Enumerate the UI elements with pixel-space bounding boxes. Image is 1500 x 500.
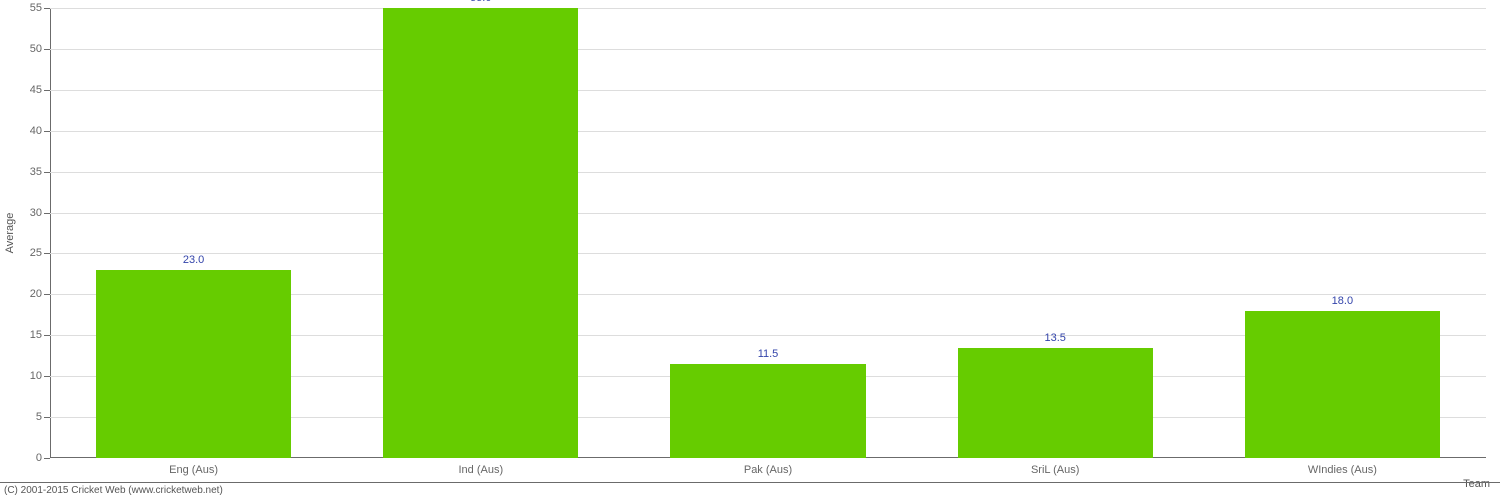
bar: 13.5 <box>958 348 1153 458</box>
y-tick-label: 50 <box>30 43 50 55</box>
y-tick-label: 30 <box>30 207 50 219</box>
x-tick-label: Ind (Aus) <box>458 458 503 476</box>
bar: 18.0 <box>1245 311 1440 458</box>
gridline <box>50 8 1486 9</box>
gridline <box>50 172 1486 173</box>
y-tick-label: 10 <box>30 370 50 382</box>
bar: 11.5 <box>670 364 865 458</box>
copyright-text: (C) 2001-2015 Cricket Web (www.cricketwe… <box>4 485 223 496</box>
gridline <box>50 253 1486 254</box>
bar-value-label: 11.5 <box>758 348 779 364</box>
gridline <box>50 49 1486 50</box>
bar: 55.0 <box>383 8 578 458</box>
x-tick-label: SriL (Aus) <box>1031 458 1080 476</box>
bar-value-label: 23.0 <box>183 254 204 270</box>
gridline <box>50 213 1486 214</box>
y-tick-label: 25 <box>30 247 50 259</box>
bar-value-label: 13.5 <box>1044 332 1065 348</box>
y-tick-label: 20 <box>30 288 50 300</box>
x-tick-label: Eng (Aus) <box>169 458 218 476</box>
y-tick-label: 55 <box>30 2 50 14</box>
bar-value-label: 55.0 <box>470 0 491 8</box>
y-tick-label: 15 <box>30 329 50 341</box>
y-tick-label: 5 <box>36 411 50 423</box>
y-axis-title: Average <box>4 213 16 254</box>
chart-plot-area: Average Team 051015202530354045505523.0E… <box>50 8 1486 458</box>
y-axis-line <box>50 8 51 458</box>
x-tick-label: Pak (Aus) <box>744 458 792 476</box>
y-tick-label: 35 <box>30 166 50 178</box>
y-tick-label: 0 <box>36 452 50 464</box>
plot-area: Average Team 051015202530354045505523.0E… <box>50 8 1486 458</box>
x-tick-label: WIndies (Aus) <box>1308 458 1377 476</box>
gridline <box>50 131 1486 132</box>
y-tick-label: 45 <box>30 84 50 96</box>
copyright-bar <box>0 482 1500 500</box>
bar: 23.0 <box>96 270 291 458</box>
y-tick-label: 40 <box>30 125 50 137</box>
gridline <box>50 90 1486 91</box>
bar-value-label: 18.0 <box>1332 295 1353 311</box>
